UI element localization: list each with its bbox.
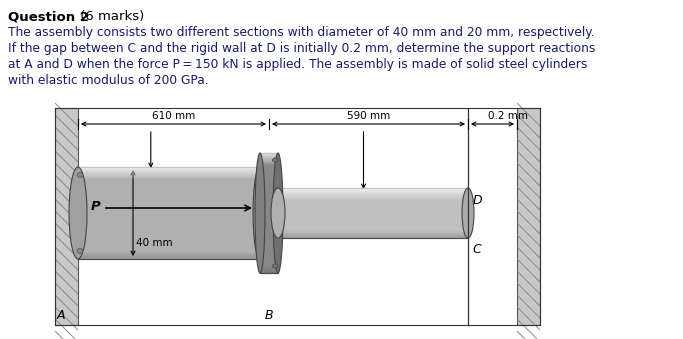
Ellipse shape [69, 167, 87, 259]
Text: (6 marks): (6 marks) [76, 10, 144, 23]
Text: B: B [265, 309, 273, 322]
Text: A: A [57, 309, 66, 322]
Bar [260, 153, 278, 273]
Ellipse shape [273, 158, 277, 162]
Ellipse shape [271, 188, 285, 238]
Ellipse shape [77, 173, 83, 178]
Text: at A and D when the force P = 150 kN is applied. The assembly is made of solid s: at A and D when the force P = 150 kN is … [8, 58, 587, 71]
Text: P: P [90, 199, 100, 213]
Bar [55, 108, 78, 325]
Bar [78, 167, 260, 259]
Text: C: C [472, 243, 481, 256]
Text: 590 mm: 590 mm [347, 111, 390, 121]
Ellipse shape [462, 188, 474, 238]
Ellipse shape [273, 264, 277, 268]
Text: 0.2 mm: 0.2 mm [488, 111, 527, 121]
Ellipse shape [273, 153, 283, 273]
Ellipse shape [77, 248, 83, 254]
Text: with elastic modulus of 200 GPa.: with elastic modulus of 200 GPa. [8, 74, 208, 87]
Bar [278, 188, 468, 238]
Text: D: D [473, 195, 483, 207]
Ellipse shape [255, 153, 265, 273]
Text: 20 mm: 20 mm [367, 225, 403, 235]
Text: 610 mm: 610 mm [152, 111, 195, 121]
Bar [517, 108, 540, 325]
Text: The assembly consists two different sections with diameter of 40 mm and 20 mm, r: The assembly consists two different sect… [8, 26, 595, 39]
Text: If the gap between C and the rigid wall at D is initially 0.2 mm, determine the : If the gap between C and the rigid wall … [8, 42, 596, 55]
Text: Question 2: Question 2 [8, 10, 89, 23]
Text: 40 mm: 40 mm [136, 238, 173, 248]
Ellipse shape [253, 167, 267, 259]
